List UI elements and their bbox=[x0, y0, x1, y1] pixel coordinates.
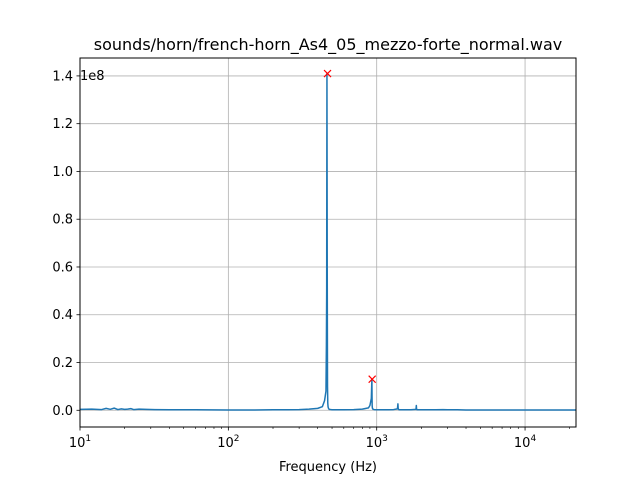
y-tick-label: 0.0 bbox=[52, 404, 73, 419]
y-axis-ticks: 0.0 0.2 0.4 0.6 0.8 1.0 1.2 1.4 bbox=[52, 69, 80, 419]
y-offset-label: 1e8 bbox=[80, 69, 105, 84]
y-tick-label: 1.0 bbox=[52, 165, 73, 180]
x-tick-label: 104 bbox=[514, 434, 537, 451]
x-tick-label: 103 bbox=[366, 434, 388, 451]
peak-marker bbox=[323, 69, 332, 78]
y-tick-label: 0.4 bbox=[52, 308, 73, 323]
y-tick-label: 0.8 bbox=[52, 213, 73, 228]
series-layer bbox=[79, 72, 576, 411]
x-axis-label: Frequency (Hz) bbox=[279, 460, 377, 475]
y-tick-label: 0.2 bbox=[52, 356, 73, 371]
y-tick-label: 1.4 bbox=[52, 69, 73, 84]
y-tick-label: 0.6 bbox=[52, 260, 73, 275]
x-axis-ticks: 101 102 103 104 bbox=[69, 427, 571, 451]
peak-marker bbox=[368, 375, 377, 384]
series-line bbox=[79, 72, 576, 411]
chart-title: sounds/horn/french-horn_As4_05_mezzo-for… bbox=[94, 35, 563, 55]
peak-markers bbox=[323, 69, 377, 384]
y-tick-label: 1.2 bbox=[52, 117, 73, 132]
x-tick-label: 102 bbox=[217, 434, 239, 451]
x-tick-label: 101 bbox=[69, 434, 91, 451]
plot-frame bbox=[79, 57, 577, 428]
